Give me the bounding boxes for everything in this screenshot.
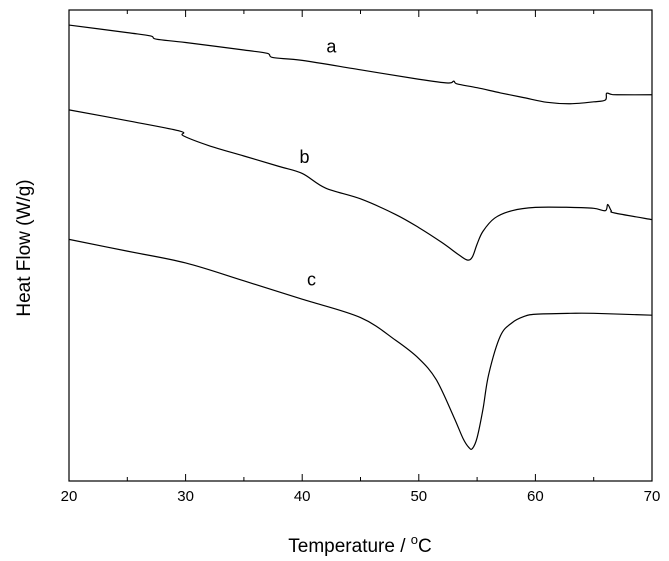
x-axis-tick-labels: 20 30 40 50 60 70 <box>61 488 661 505</box>
x-tick-label-20: 20 <box>61 488 78 505</box>
curves <box>68 24 653 450</box>
x-axis-title-degree: o <box>411 532 418 547</box>
curve-label-b: b <box>300 147 310 167</box>
curve-labels: a b c <box>300 36 338 289</box>
curve-c <box>68 238 653 450</box>
curve-label-c: c <box>307 270 316 290</box>
x-tick-label-40: 40 <box>294 488 311 505</box>
x-axis-ticks <box>68 10 653 481</box>
x-tick-label-70: 70 <box>644 488 661 505</box>
x-axis-title-unit: C <box>418 536 432 557</box>
y-axis-title: Heat Flow (W/g) <box>14 179 35 316</box>
x-tick-label-30: 30 <box>177 488 194 505</box>
x-axis-title-prefix: Temperature / <box>288 536 411 557</box>
curve-a <box>68 24 653 105</box>
x-tick-label-60: 60 <box>527 488 544 505</box>
x-axis-title: Temperature / oC <box>288 532 431 557</box>
x-tick-label-50: 50 <box>410 488 427 505</box>
curve-b <box>68 109 653 261</box>
curve-label-a: a <box>326 36 337 56</box>
plot-frame <box>68 9 653 482</box>
